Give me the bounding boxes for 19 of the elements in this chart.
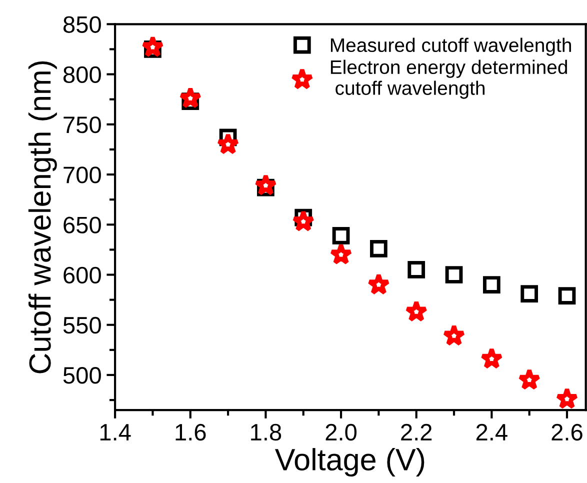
y-axis-title: Cutoff wavelength (nm) — [28, 61, 57, 374]
y-tick-label: 600 — [64, 266, 101, 284]
y-tick-label: 850 — [63, 16, 101, 33]
x-axis-title: Voltage (V) — [274, 448, 424, 477]
x-tick-label: 1.4 — [100, 424, 131, 440]
x-tick-label: 2.4 — [476, 424, 508, 440]
y-tick-label: 650 — [64, 216, 101, 234]
y-tick-label: 800 — [63, 66, 101, 84]
legend-label: Electron energy determined cutoff wavelength — [330, 60, 567, 99]
x-tick-label: 1.6 — [176, 424, 206, 441]
x-tick-label: 1.8 — [251, 424, 282, 441]
y-tick-label: 550 — [63, 316, 101, 334]
y-tick-label: 700 — [64, 166, 101, 184]
y-tick-label: 750 — [64, 116, 101, 134]
x-tick-label: 2.6 — [552, 424, 582, 441]
y-tick-label: 500 — [63, 367, 101, 384]
x-tick-label: 2.2 — [401, 424, 432, 440]
legend-label: Measured cutoff wavelength — [330, 38, 571, 56]
x-tick-label: 2.0 — [326, 424, 357, 441]
